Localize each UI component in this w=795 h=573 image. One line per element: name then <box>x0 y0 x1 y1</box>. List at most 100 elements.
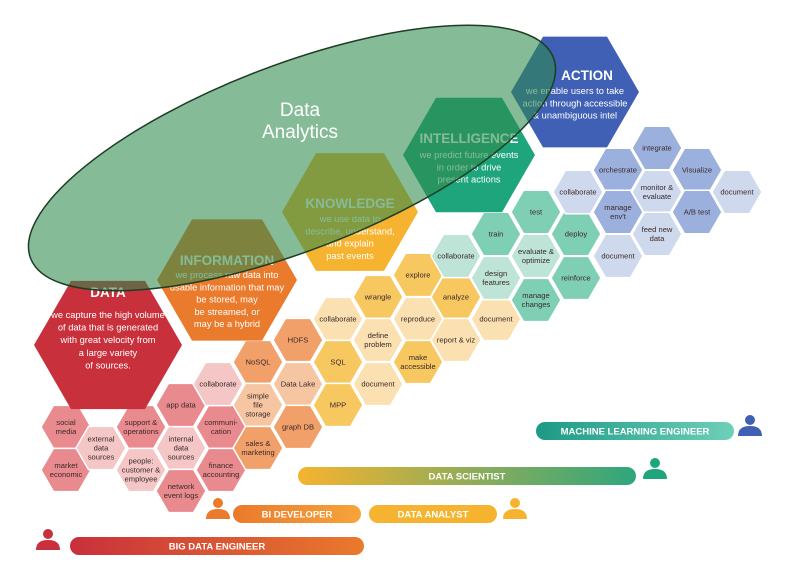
cell-label: Visualize <box>682 166 712 175</box>
person-icon <box>643 458 667 479</box>
activity-cell: define problem <box>352 317 404 363</box>
role-bar: DATA SCIENTIST <box>298 458 667 485</box>
activity-cell: wrangle <box>352 274 404 320</box>
cell-hexagon <box>115 447 167 493</box>
data-analytics-label: Data Analytics <box>262 100 338 143</box>
cell-hexagon <box>552 169 604 215</box>
cell-label: deploy <box>565 230 588 239</box>
cell-hexagon <box>75 425 127 471</box>
cell-hexagon <box>272 317 324 363</box>
cell-hexagon <box>711 169 763 215</box>
activity-cell: graph DB <box>272 404 324 450</box>
role-bar: DATA ANALYST <box>369 498 527 523</box>
role-bar-fill <box>369 505 497 523</box>
cell-label: sales & marketing <box>241 439 274 457</box>
activity-cell: external data sources <box>75 425 127 471</box>
cell-label: A/B test <box>684 208 711 217</box>
cell-hexagon <box>155 468 207 514</box>
role-bar-fill <box>70 537 364 555</box>
role-label: BI DEVELOPER <box>262 510 333 521</box>
activity-cell: document <box>711 169 763 215</box>
cell-hexagon <box>631 211 683 257</box>
cell-label: communi-cation <box>204 418 238 436</box>
cell-label: train <box>489 230 504 239</box>
cell-label: social media <box>56 418 77 436</box>
cell-label: feed new data <box>642 225 673 243</box>
cell-label: document <box>361 380 395 389</box>
activity-cell: network event logs <box>155 468 207 514</box>
cell-label: network event logs <box>164 482 199 500</box>
cell-label: document <box>720 188 754 197</box>
cell-label: internal data sources <box>168 435 195 462</box>
role-label: DATA ANALYST <box>398 510 469 521</box>
activity-cell: SQL <box>312 339 364 385</box>
activity-cell: people: customer & employee <box>115 447 167 493</box>
cell-label: collaborate <box>199 380 236 389</box>
activity-cell: Visualize <box>671 147 723 193</box>
cell-hexagon <box>550 255 602 301</box>
cell-label: people: customer & employee <box>122 457 160 484</box>
cell-label: monitor & evaluate <box>641 183 674 201</box>
cell-label: integrate <box>642 144 672 153</box>
activity-cell: document <box>352 361 404 407</box>
role-bar-fill <box>536 422 734 440</box>
cell-hexagon <box>192 361 244 407</box>
cell-label: collaborate <box>437 252 474 261</box>
activity-cell: internal data sources <box>155 425 207 471</box>
cell-label: external data sources <box>87 435 114 462</box>
cell-label: test <box>530 208 543 217</box>
role-bar: BI DEVELOPER <box>206 498 361 523</box>
cell-label: manage env't <box>604 203 631 221</box>
person-icon <box>503 498 527 519</box>
cell-hexagon <box>510 233 562 279</box>
role-label: MACHINE LEARNING ENGINEER <box>561 427 710 438</box>
cell-label: define problem <box>364 331 391 349</box>
cell-label: analyze <box>443 293 469 302</box>
activity-cell: Data Lake <box>272 361 324 407</box>
activity-cell: evaluate & optimize <box>510 233 562 279</box>
activity-cell: document <box>592 233 644 279</box>
cell-label: document <box>479 315 513 324</box>
cell-label: report & viz <box>437 336 476 345</box>
activity-cell: manage changes <box>510 277 562 323</box>
activity-cell: reinforce <box>550 255 602 301</box>
cell-hexagon <box>430 317 482 363</box>
activity-cell: MPP <box>312 382 364 428</box>
data-analytics-ellipse <box>27 24 557 292</box>
activity-cell: test <box>510 189 562 235</box>
activity-cell: collaborate <box>430 233 482 279</box>
activity-cell: collaborate <box>192 361 244 407</box>
cell-label: SQL <box>330 358 345 367</box>
cell-hexagon <box>430 233 482 279</box>
person-icon <box>206 498 230 519</box>
cell-label: simple file storage <box>245 392 270 419</box>
activity-cell: train <box>470 211 522 257</box>
person-icon <box>36 529 60 550</box>
activity-cell: A/B test <box>671 189 723 235</box>
stage-hexagon <box>34 280 182 410</box>
cell-hexagon <box>232 425 284 471</box>
cell-label: collaborate <box>319 315 356 324</box>
cell-hexagon <box>312 382 364 428</box>
person-icon <box>738 415 762 436</box>
activity-cell: HDFS <box>272 317 324 363</box>
cell-label: Data Lake <box>281 380 316 389</box>
stage-description: we enable users to take action through ac… <box>523 86 628 121</box>
cell-hexagon <box>592 233 644 279</box>
role-bar: BIG DATA ENGINEER <box>36 529 364 555</box>
activity-cell: feed new data <box>631 211 683 257</box>
cell-label: collaborate <box>559 188 596 197</box>
cell-hexagon <box>470 255 522 301</box>
cell-label: wrangle <box>364 293 392 302</box>
role-label: BIG DATA ENGINEER <box>169 542 266 553</box>
cell-hexagon <box>510 277 562 323</box>
cell-label: app data <box>166 401 196 410</box>
cell-label: evaluate & optimize <box>518 247 554 265</box>
cell-label: document <box>601 252 635 261</box>
activity-cell: design features <box>470 255 522 301</box>
role-label: DATA SCIENTIST <box>429 472 506 483</box>
cell-label: NoSQL <box>246 358 271 367</box>
